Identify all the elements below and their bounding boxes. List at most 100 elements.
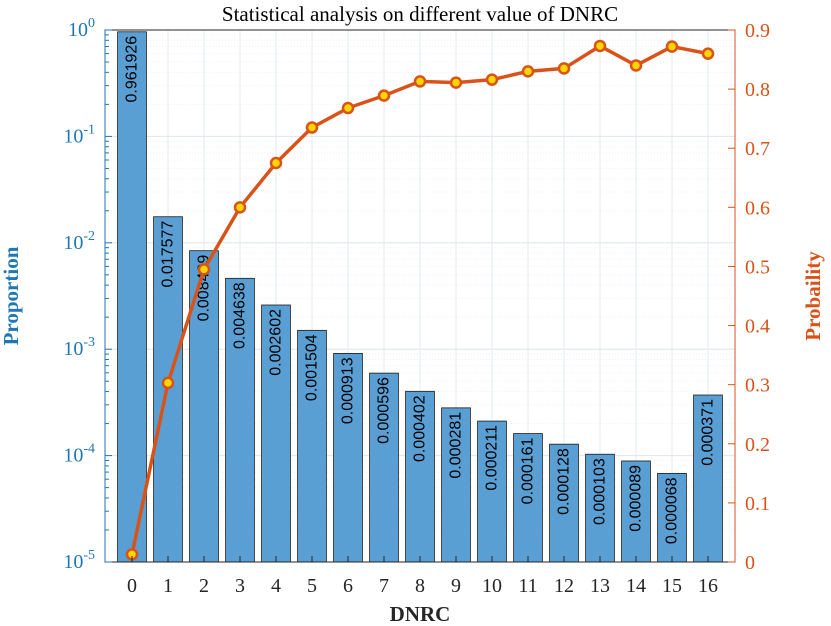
bar-value-label: 0.000402: [412, 395, 429, 462]
x-axis: 0 1 2 3 4 5 6 7 8 9 10 11 12 13 14 15 16: [127, 556, 718, 597]
bar-15: [657, 473, 687, 563]
left-tick-label: 10-4: [63, 442, 95, 467]
bar-7: [369, 372, 399, 563]
right-tick-label: 0.7: [745, 138, 770, 160]
right-tick-label: 0.5: [745, 256, 770, 278]
x-tick-label: 15: [662, 575, 682, 597]
tick-exponent: 0: [88, 16, 95, 31]
bar-8: [405, 390, 435, 563]
probability-point-12: [557, 62, 571, 75]
x-axis-label: DNRC: [390, 602, 451, 626]
probability-point-16: [701, 47, 715, 60]
bar-value-label: 0.000068: [664, 477, 681, 544]
tick-base: 10: [63, 445, 83, 467]
bar-9: [441, 407, 471, 563]
tick-exponent: -2: [83, 229, 95, 244]
right-tick-label: 0.4: [745, 316, 770, 338]
right-tick-label: 0.1: [745, 493, 770, 515]
right-tick-label: 0.3: [745, 375, 770, 397]
left-tick-label: 10-2: [63, 229, 95, 254]
left-tick-label: 10-5: [63, 548, 95, 573]
right-y-axis: 0 0.1 0.2 0.3 0.4 0.5 0.6 0.7 0.8 0.9: [728, 20, 770, 574]
bar-value-label: 0.004638: [232, 282, 249, 349]
right-tick-label: 0.2: [745, 434, 770, 456]
tick-exponent: -5: [83, 548, 95, 563]
x-tick-label: 4: [271, 575, 281, 597]
chart-title: Statistical analysis on different value …: [222, 2, 618, 26]
bar-value-label: 0.017577: [160, 221, 177, 288]
x-tick-label: 5: [307, 575, 317, 597]
bar-value-label: 0.000913: [340, 357, 357, 424]
probability-point-5: [305, 121, 319, 134]
tick-base: 10: [63, 551, 83, 573]
x-tick-label: 11: [518, 575, 537, 597]
y-axis-label: Proportion: [0, 246, 23, 345]
probability-point-15: [665, 40, 679, 53]
x-tick-label: 6: [343, 575, 353, 597]
tick-exponent: -3: [83, 335, 95, 350]
x-tick-label: 8: [415, 575, 425, 597]
bar-value-label: 0.000161: [520, 437, 537, 504]
probability-point-13: [593, 39, 607, 53]
left-tick-label: 100: [68, 16, 95, 41]
probability-point-7: [377, 89, 391, 102]
bar-value-label: 0.000103: [592, 458, 609, 525]
x-tick-label: 13: [590, 575, 610, 597]
bar-value-label: 0.000211: [484, 425, 501, 491]
bar-value-label: 0.000596: [376, 377, 393, 444]
x-tick-label: 3: [235, 575, 245, 597]
bar-3: [225, 277, 255, 563]
tick-base: 10: [63, 338, 83, 360]
right-tick-label: 0.6: [745, 197, 770, 219]
bar-10: [477, 420, 507, 563]
bar-11: [513, 433, 543, 563]
tick-exponent: -4: [83, 442, 95, 457]
x-tick-label: 10: [482, 575, 502, 597]
tick-exponent: -1: [83, 122, 95, 137]
bar-value-label: 0.000281: [448, 412, 465, 479]
bar-4: [261, 304, 291, 563]
bar-value-label: 0.000128: [556, 448, 573, 515]
left-tick-label: 10-3: [63, 335, 95, 360]
x-tick-label: 0: [127, 575, 137, 597]
y2-axis-label: Probaility: [801, 251, 825, 341]
probability-point-10: [485, 73, 499, 86]
x-tick-label: 12: [554, 575, 574, 597]
tick-base: 10: [63, 232, 83, 254]
tick-base: 10: [68, 19, 88, 41]
bar-5: [297, 329, 327, 563]
proportion-bars: [117, 31, 723, 563]
bar-value-label: 0.002602: [268, 309, 285, 376]
left-tick-label: 10-1: [63, 122, 95, 147]
right-tick-label: 0.9: [745, 20, 770, 42]
x-tick-label: 1: [163, 575, 173, 597]
bar-14: [621, 460, 651, 563]
probability-point-1: [161, 376, 175, 390]
probability-point-6: [341, 101, 355, 115]
bar-6: [333, 353, 363, 563]
probability-point-9: [449, 76, 463, 89]
probability-point-11: [521, 65, 535, 78]
probability-point-14: [629, 59, 643, 72]
bar-0: [117, 31, 147, 563]
x-tick-label: 9: [451, 575, 461, 597]
tick-base: 10: [63, 125, 83, 147]
x-tick-label: 14: [626, 575, 646, 597]
x-tick-label: 16: [698, 575, 718, 597]
x-tick-label: 2: [199, 575, 209, 597]
probability-point-3: [233, 201, 247, 214]
probability-line: [125, 39, 715, 561]
probability-point-4: [269, 156, 283, 170]
probability-point-8: [413, 75, 427, 88]
probability-point-2: [197, 263, 211, 276]
x-tick-label: 7: [379, 575, 389, 597]
bar-value-label: 0.000089: [628, 465, 645, 532]
bar-value-label: 0.000371: [700, 399, 717, 466]
right-tick-label: 0: [745, 552, 755, 574]
bar-value-label: 0.001504: [304, 334, 321, 401]
right-tick-label: 0.8: [745, 79, 770, 101]
bar-value-label: 0.961926: [124, 36, 141, 103]
bar-16: [693, 394, 723, 563]
